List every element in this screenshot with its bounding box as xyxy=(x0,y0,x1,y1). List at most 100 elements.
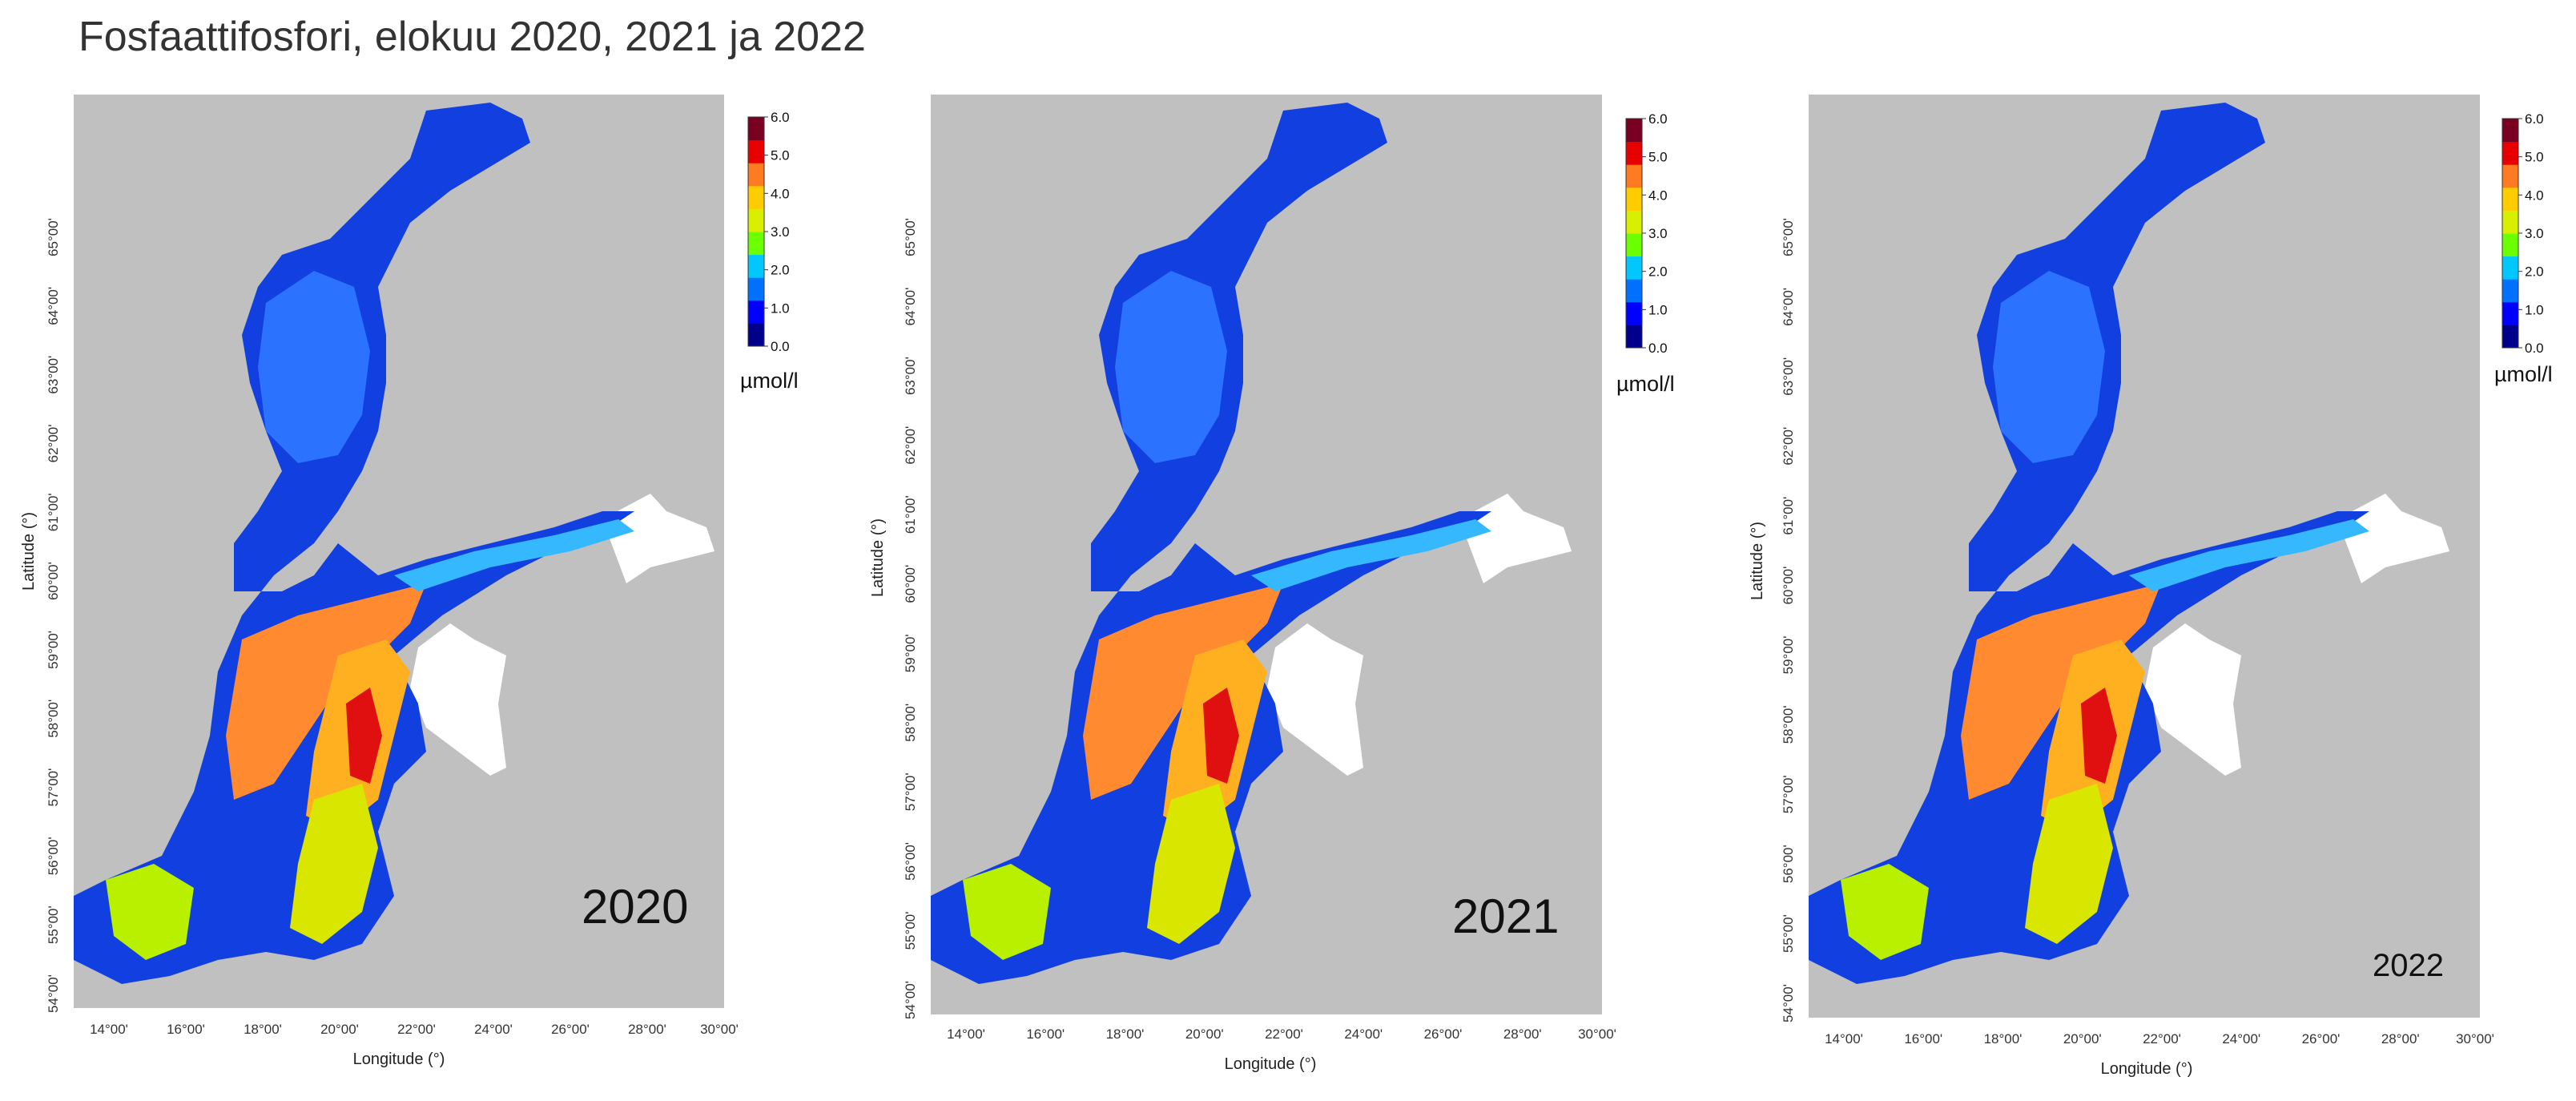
colorbar-segment xyxy=(1626,301,1642,325)
year-label: 2021 xyxy=(1452,889,1559,943)
y-tick-label: 55°00' xyxy=(903,912,918,950)
colorbar-segment xyxy=(2502,119,2518,143)
colorbar-tick-label: 3.0 xyxy=(771,224,790,240)
colorbar-unit: µmol/l xyxy=(1616,372,1675,396)
colorbar-segment xyxy=(2502,279,2518,303)
colorbar-segment xyxy=(1626,233,1642,257)
colorbar-tick-label: 6.0 xyxy=(1648,111,1668,127)
colorbar-tick-label: 3.0 xyxy=(1648,226,1668,241)
colorbar-segment xyxy=(2502,301,2518,325)
colorbar-segment xyxy=(748,208,764,232)
x-tick-label: 26°00' xyxy=(2302,1031,2341,1047)
x-tick-label: 16°00' xyxy=(1904,1031,1942,1047)
colorbar-segment xyxy=(1626,141,1642,165)
colorbar-tick-label: 2.0 xyxy=(1648,264,1668,280)
year-label: 2020 xyxy=(582,880,688,934)
x-tick-label: 16°00' xyxy=(167,1022,205,1037)
y-tick-label: 60°00' xyxy=(1781,567,1796,605)
y-tick-label: 54°00' xyxy=(46,974,61,1013)
x-tick-label: 20°00' xyxy=(2063,1031,2102,1047)
colorbar-segment xyxy=(2502,210,2518,234)
colorbar-tick-label: 5.0 xyxy=(771,148,790,163)
y-tick-label: 59°00' xyxy=(1781,636,1796,675)
x-axis-ticks: 14°00' 16°00' 18°00' 20°00' 22°00' 24°00' 26°0… xyxy=(90,1022,739,1037)
colorbar-tick-label: 4.0 xyxy=(2525,188,2544,203)
y-tick-label: 60°00' xyxy=(46,562,61,600)
x-tick-label: 24°00' xyxy=(474,1022,513,1037)
colorbar-segment xyxy=(748,139,764,163)
colorbar-segment xyxy=(748,254,764,278)
y-axis-title: Latitude (°) xyxy=(1749,522,1766,600)
x-tick-label: 26°00' xyxy=(1424,1026,1463,1042)
colorbar-tick-label: 2.0 xyxy=(2525,264,2544,280)
x-tick-label: 22°00' xyxy=(1265,1026,1303,1042)
x-tick-label: 16°00' xyxy=(1026,1026,1065,1042)
colorbar-tick-label: 3.0 xyxy=(2525,226,2544,241)
x-tick-label: 14°00' xyxy=(90,1022,128,1037)
colorbar-segment xyxy=(748,163,764,187)
y-tick-label: 57°00' xyxy=(903,772,918,811)
colorbar-segment xyxy=(748,117,764,141)
colorbar-segment xyxy=(748,232,764,256)
year-label: 2022 xyxy=(2373,948,2444,983)
x-tick-label: 28°00' xyxy=(2381,1031,2420,1047)
colorbar-tick-label: 0.0 xyxy=(771,339,790,354)
map-panel-2021: 2021 54°00' 55°00' 56°00' 57°00' 58°00' 59°00… xyxy=(859,0,1717,1101)
x-tick-label: 14°00' xyxy=(1825,1031,1863,1047)
x-axis-title: Longitude (°) xyxy=(1225,1055,1317,1073)
y-tick-label: 57°00' xyxy=(46,768,61,807)
colorbar-unit: µmol/l xyxy=(2494,362,2553,386)
page-title: Fosfaattifosfori, elokuu 2020, 2021 ja 2… xyxy=(78,14,866,60)
y-tick-label: 61°00' xyxy=(903,495,918,534)
y-tick-label: 58°00' xyxy=(46,700,61,738)
colorbar-segment xyxy=(1626,210,1642,234)
x-tick-label: 18°00' xyxy=(244,1022,282,1037)
y-tick-label: 62°00' xyxy=(46,425,61,463)
colorbar-segment xyxy=(748,277,764,301)
map-plot-area xyxy=(74,95,724,1008)
colorbar-tick-label: 6.0 xyxy=(2525,111,2544,127)
x-tick-label: 24°00' xyxy=(2222,1031,2260,1047)
colorbar-segment xyxy=(1626,187,1642,211)
colorbar-segment xyxy=(1626,119,1642,143)
colorbar-tick-label: 2.0 xyxy=(771,263,790,278)
y-tick-label: 60°00' xyxy=(903,565,918,603)
y-tick-label: 56°00' xyxy=(1781,845,1796,883)
y-tick-label: 58°00' xyxy=(1781,705,1796,744)
colorbar-segment xyxy=(1626,279,1642,303)
colorbar-tick-label: 5.0 xyxy=(2525,150,2544,165)
y-axis-ticks: 54°00' 55°00' 56°00' 57°00' 58°00' 59°00' 60°0… xyxy=(903,218,918,1019)
colorbar-tick-label: 1.0 xyxy=(2525,302,2544,317)
y-tick-label: 62°00' xyxy=(903,426,918,465)
colorbar-segment xyxy=(1626,256,1642,280)
map-2021: 2021 54°00' 55°00' 56°00' 57°00' 58°00' 59°00… xyxy=(869,95,1675,1073)
y-tick-label: 59°00' xyxy=(903,634,918,672)
y-tick-label: 62°00' xyxy=(1781,427,1796,466)
colorbar-segment xyxy=(748,185,764,209)
colorbar-unit: µmol/l xyxy=(740,369,799,393)
y-tick-label: 54°00' xyxy=(1781,984,1796,1022)
x-tick-label: 30°00' xyxy=(700,1022,739,1037)
y-tick-label: 61°00' xyxy=(46,493,61,531)
colorbar-segment xyxy=(1626,325,1642,349)
colorbar-tick-label: 4.0 xyxy=(771,186,790,201)
map-2020: 2020 54°00' 55°00' 56°00' 57°00' 58°00' 59°00… xyxy=(20,95,799,1068)
y-tick-label: 64°00' xyxy=(1781,288,1796,326)
x-tick-label: 30°00' xyxy=(1578,1026,1616,1042)
x-axis-ticks: 14°00' 16°00' 18°00' 20°00' 22°00' 24°00' 26°0… xyxy=(947,1026,1616,1042)
map-panel-2022: 2022 54°00' 55°00' 56°00' 57°00' 58°00' 59°00… xyxy=(1717,0,2576,1101)
colorbar-tick-label: 1.0 xyxy=(771,300,790,316)
x-tick-label: 20°00' xyxy=(1185,1026,1224,1042)
x-axis-ticks: 14°00' 16°00' 18°00' 20°00' 22°00' 24°00' 26°0… xyxy=(1825,1031,2494,1047)
y-tick-label: 55°00' xyxy=(1781,914,1796,953)
y-tick-label: 57°00' xyxy=(1781,775,1796,813)
colorbar-segment xyxy=(2502,187,2518,211)
y-tick-label: 56°00' xyxy=(903,842,918,881)
x-axis-title: Longitude (°) xyxy=(2101,1060,2193,1078)
colorbar-tick-label: 0.0 xyxy=(2525,341,2544,356)
map-2022: 2022 54°00' 55°00' 56°00' 57°00' 58°00' 59°00… xyxy=(1749,95,2553,1078)
y-axis-ticks: 54°00' 55°00' 56°00' 57°00' 58°00' 59°00' 60°0… xyxy=(1781,218,1796,1022)
colorbar-segment xyxy=(2502,325,2518,349)
y-tick-label: 63°00' xyxy=(1781,357,1796,396)
y-tick-label: 64°00' xyxy=(46,287,61,325)
